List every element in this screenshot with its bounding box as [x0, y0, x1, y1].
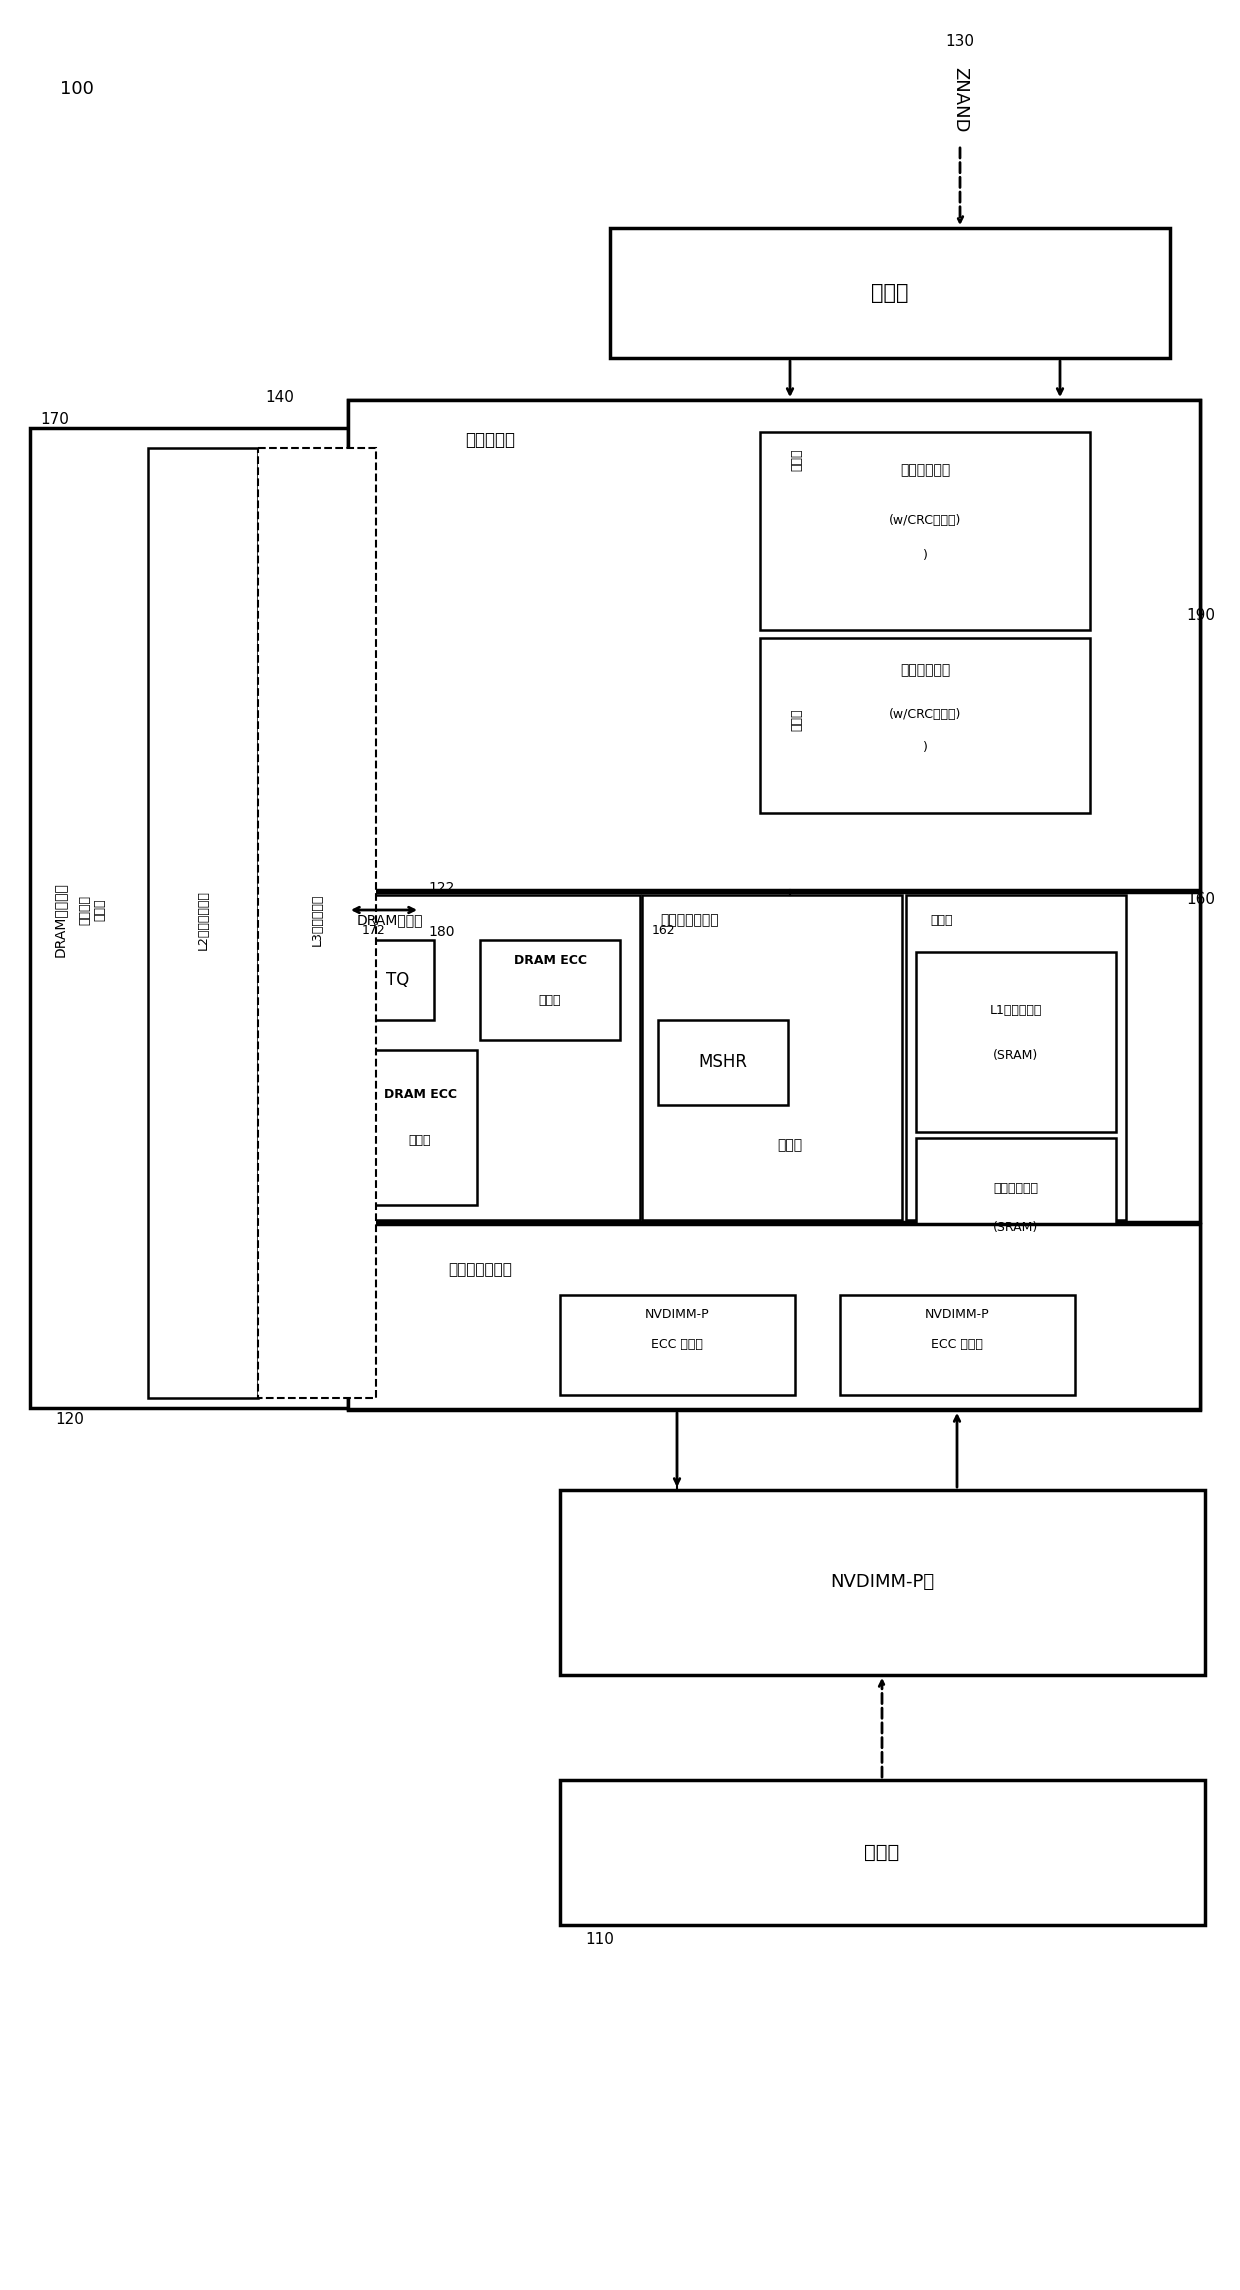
- Text: 主机流: 主机流: [872, 284, 909, 302]
- Text: 130: 130: [945, 34, 973, 50]
- Text: 172: 172: [362, 923, 386, 937]
- Text: 120: 120: [55, 1413, 84, 1427]
- Text: 140: 140: [265, 392, 294, 405]
- Text: 主机控制器: 主机控制器: [465, 431, 515, 449]
- Bar: [148, 449, 258, 1397]
- Text: DRAM高速缓存: DRAM高速缓存: [53, 882, 67, 957]
- Bar: [350, 895, 640, 1221]
- Bar: [839, 1296, 1075, 1395]
- Text: 处理器: 处理器: [864, 1843, 900, 1862]
- Text: (w/CRC解码器): (w/CRC解码器): [889, 708, 961, 721]
- Text: DRAM ECC: DRAM ECC: [383, 1088, 456, 1101]
- Text: (SRAM): (SRAM): [993, 1049, 1039, 1063]
- Bar: [560, 1491, 1205, 1674]
- Text: 流状态生成器: 流状态生成器: [900, 664, 950, 678]
- Bar: [362, 1051, 477, 1205]
- Text: 122: 122: [428, 882, 454, 895]
- Text: DRAM控制器: DRAM控制器: [357, 914, 423, 927]
- Text: 解码器: 解码器: [538, 994, 562, 1008]
- Text: 流分组生成器: 流分组生成器: [900, 463, 950, 476]
- Text: 生成器: 生成器: [790, 708, 804, 731]
- Text: NVDIMM-P: NVDIMM-P: [925, 1308, 990, 1321]
- Bar: [348, 401, 1200, 1411]
- Text: NVDIMM-P从: NVDIMM-P从: [830, 1573, 934, 1592]
- Text: (w/CRC编码器): (w/CRC编码器): [889, 513, 961, 527]
- Bar: [906, 895, 1126, 1221]
- Text: 预取器: 预取器: [930, 914, 952, 927]
- Text: 160: 160: [1185, 893, 1215, 907]
- Bar: [480, 939, 620, 1040]
- Text: 100: 100: [60, 80, 94, 98]
- Text: ECC 编码器: ECC 编码器: [931, 1337, 983, 1351]
- Bar: [658, 1019, 787, 1106]
- Bar: [916, 953, 1116, 1131]
- Text: TQ: TQ: [387, 971, 409, 989]
- Text: L3写入缓冲区: L3写入缓冲区: [310, 893, 324, 946]
- Bar: [30, 428, 420, 1408]
- Text: 162: 162: [652, 923, 676, 937]
- Text: NVDIMM-P: NVDIMM-P: [645, 1308, 709, 1321]
- Text: 高速缓存控制器: 高速缓存控制器: [661, 914, 719, 927]
- Text: ): ): [923, 742, 928, 753]
- Bar: [258, 449, 376, 1397]
- Text: 编码器: 编码器: [409, 1134, 432, 1147]
- Bar: [348, 893, 1200, 1223]
- Bar: [610, 229, 1171, 357]
- Bar: [642, 895, 901, 1221]
- Bar: [760, 433, 1090, 630]
- Bar: [560, 1296, 795, 1395]
- Text: 生成器: 生成器: [790, 449, 804, 472]
- Text: 存储器访问控制: 存储器访问控制: [448, 1262, 512, 1278]
- Text: 标签高速缓存: 标签高速缓存: [993, 1182, 1039, 1195]
- Text: DRAM ECC: DRAM ECC: [513, 953, 587, 966]
- Text: ZNAND: ZNAND: [951, 66, 968, 133]
- Bar: [760, 639, 1090, 813]
- Bar: [348, 1223, 1200, 1408]
- Text: (SRAM): (SRAM): [993, 1221, 1039, 1234]
- Text: 170: 170: [40, 412, 69, 428]
- Text: L1预取缓冲区: L1预取缓冲区: [990, 1003, 1042, 1017]
- Text: ECC 解码器: ECC 解码器: [651, 1337, 703, 1351]
- Text: 180: 180: [428, 925, 455, 939]
- Text: L2读写高速缓存: L2读写高速缓存: [196, 891, 210, 950]
- Text: 190: 190: [1185, 607, 1215, 623]
- Bar: [362, 939, 434, 1019]
- Text: 110: 110: [585, 1933, 614, 1946]
- Bar: [916, 1138, 1116, 1282]
- Text: 高速缓存
元数据: 高速缓存 元数据: [78, 895, 105, 925]
- Bar: [348, 401, 1200, 891]
- Text: MSHR: MSHR: [698, 1053, 748, 1072]
- Text: ): ): [923, 550, 928, 561]
- Text: 预取器: 预取器: [777, 1138, 802, 1152]
- Bar: [560, 1779, 1205, 1926]
